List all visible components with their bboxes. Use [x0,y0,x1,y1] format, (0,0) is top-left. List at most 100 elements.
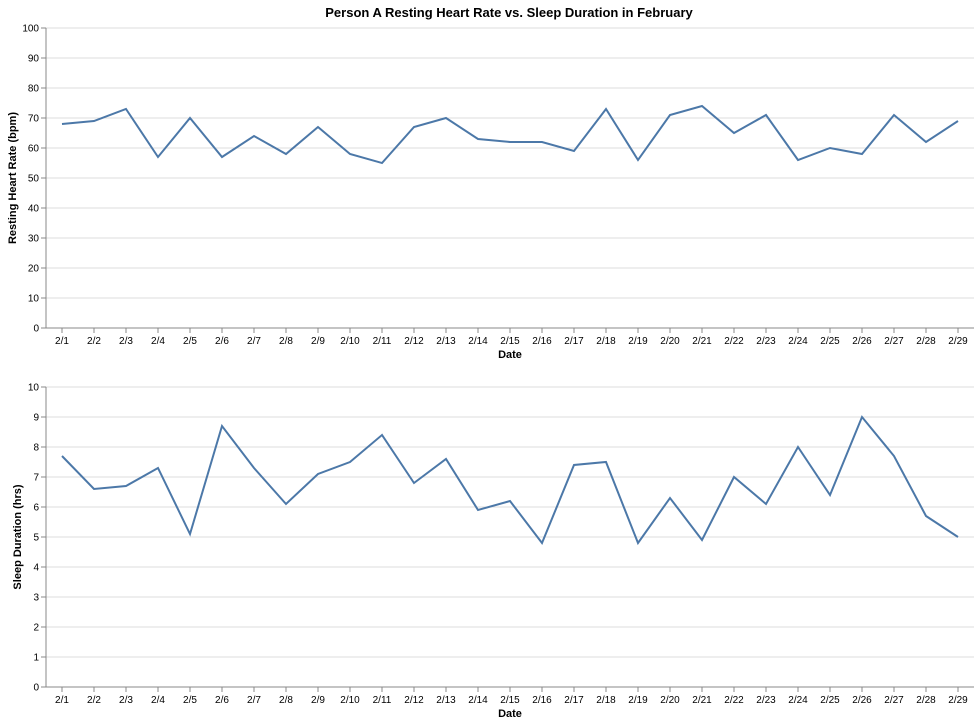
sleep-duration-x-tick-label-2: 2/2 [87,695,101,706]
heart-rate-point-19 [635,157,641,163]
heart-rate-y-tick-label-90: 90 [28,54,40,65]
heart-rate-x-tick-label-18: 2/18 [596,336,616,347]
sleep-duration-x-axis-title: Date [498,708,522,720]
heart-rate-point-4 [155,154,161,160]
sleep-duration-point-10 [347,459,353,465]
heart-rate-y-axis-title: Resting Heart Rate (bpm) [7,112,19,244]
sleep-duration-y-tick-label-9: 9 [33,413,39,424]
sleep-duration-y-tick-label-6: 6 [33,503,39,514]
heart-rate-point-18 [603,106,609,112]
sleep-duration-x-tick-label-25: 2/25 [820,695,840,706]
heart-rate-point-2 [91,118,97,124]
sleep-duration-point-4 [155,465,161,471]
sleep-duration-x-tick-label-26: 2/26 [852,695,872,706]
heart-rate-x-tick-label-25: 2/25 [820,336,840,347]
heart-rate-x-tick-label-20: 2/20 [660,336,680,347]
sleep-duration-point-24 [795,444,801,450]
sleep-duration-y-tick-label-0: 0 [33,683,39,694]
sleep-duration-point-16 [539,540,545,546]
sleep-duration-x-tick-label-18: 2/18 [596,695,616,706]
heart-rate-y-tick-label-40: 40 [28,204,40,215]
sleep-duration-point-19 [635,540,641,546]
sleep-duration-point-15 [507,498,513,504]
heart-rate-point-21 [699,103,705,109]
sleep-duration-x-tick-label-17: 2/17 [564,695,584,706]
sleep-duration-x-tick-label-15: 2/15 [500,695,520,706]
sleep-duration-x-tick-label-21: 2/21 [692,695,712,706]
heart-rate-x-tick-label-8: 2/8 [279,336,293,347]
heart-rate-point-1 [59,121,65,127]
heart-rate-y-tick-label-60: 60 [28,144,40,155]
sleep-duration-series-line [61,415,959,546]
sleep-duration-x-tick-label-27: 2/27 [884,695,904,706]
heart-rate-x-tick-label-24: 2/24 [788,336,808,347]
heart-rate-x-axis-title: Date [498,349,522,361]
sleep-duration-x-tick-label-8: 2/8 [279,695,293,706]
sleep-duration-x-tick-label-28: 2/28 [916,695,936,706]
heart-rate-x-tick-label-14: 2/14 [468,336,488,347]
sleep-duration-x-tick-label-20: 2/20 [660,695,680,706]
sleep-duration-x-tick-label-11: 2/11 [373,695,392,706]
heart-rate-point-5 [187,115,193,121]
heart-rate-point-3 [123,106,129,112]
sleep-duration-x-tick-label-10: 2/10 [340,695,360,706]
heart-rate-y-tick-label-50: 50 [28,174,40,185]
sleep-duration-y-tick-label-10: 10 [28,383,40,394]
sleep-duration-x-tick-label-22: 2/22 [724,695,744,706]
heart-rate-point-29 [955,118,961,124]
heart-rate-x-tick-label-23: 2/23 [756,336,776,347]
sleep-duration-x-tick-label-3: 2/3 [119,695,133,706]
heart-rate-x-tick-label-10: 2/10 [340,336,360,347]
heart-rate-y-tick-label-20: 20 [28,264,40,275]
sleep-duration-panel: 0 1 2 3 4 5 6 7 8 9 10 2/1 2/2 2/3 2/4 2/5 2/6 2/7 2/8 2/9 2… [12,383,974,720]
sleep-duration-y-axis-title: Sleep Duration (hrs) [12,484,24,589]
sleep-duration-x-tick-label-24: 2/24 [788,695,808,706]
heart-rate-x-tick-label-11: 2/11 [373,336,392,347]
sleep-duration-x-tick-label-13: 2/13 [436,695,456,706]
heart-rate-x-tick-label-5: 2/5 [183,336,197,347]
sleep-duration-x-tick-label-14: 2/14 [468,695,488,706]
sleep-duration-y-tick-label-1: 1 [33,653,39,664]
sleep-duration-point-29 [955,534,961,540]
sleep-duration-point-14 [475,507,481,513]
sleep-duration-x-tick-label-6: 2/6 [215,695,229,706]
sleep-duration-x-tick-label-1: 2/1 [55,695,69,706]
heart-rate-point-22 [731,130,737,136]
sleep-duration-point-2 [91,486,97,492]
heart-rate-point-12 [411,124,417,130]
heart-rate-point-8 [283,151,289,157]
chart-title: Person A Resting Heart Rate vs. Sleep Du… [325,5,693,20]
heart-rate-point-27 [891,112,897,118]
sleep-duration-x-tick-label-23: 2/23 [756,695,776,706]
heart-rate-y-tick-label-0: 0 [33,324,39,335]
heart-rate-point-17 [571,148,577,154]
heart-rate-x-tick-label-2: 2/2 [87,336,101,347]
sleep-duration-point-25 [827,492,833,498]
heart-rate-point-13 [443,115,449,121]
sleep-duration-x-tick-label-19: 2/19 [628,695,648,706]
heart-rate-point-16 [539,139,545,145]
sleep-duration-point-9 [315,471,321,477]
heart-rate-x-tick-label-9: 2/9 [311,336,325,347]
heart-rate-point-28 [923,139,929,145]
sleep-duration-point-7 [251,465,257,471]
heart-rate-x-tick-label-29: 2/29 [948,336,968,347]
heart-rate-point-24 [795,157,801,163]
heart-rate-point-20 [667,112,673,118]
heart-rate-point-7 [251,133,257,139]
heart-rate-x-tick-label-4: 2/4 [151,336,165,347]
heart-rate-y-tick-label-80: 80 [28,84,40,95]
heart-rate-x-tick-label-22: 2/22 [724,336,744,347]
heart-rate-x-tick-label-28: 2/28 [916,336,936,347]
sleep-duration-point-1 [59,453,65,459]
sleep-duration-x-tick-label-12: 2/12 [404,695,424,706]
heart-rate-point-14 [475,136,481,142]
heart-rate-point-9 [315,124,321,130]
heart-rate-y-tick-label-10: 10 [28,294,40,305]
sleep-duration-point-3 [123,483,129,489]
heart-rate-x-tick-label-21: 2/21 [692,336,712,347]
sleep-duration-point-13 [443,456,449,462]
heart-rate-x-tick-label-17: 2/17 [564,336,584,347]
heart-rate-point-15 [507,139,513,145]
